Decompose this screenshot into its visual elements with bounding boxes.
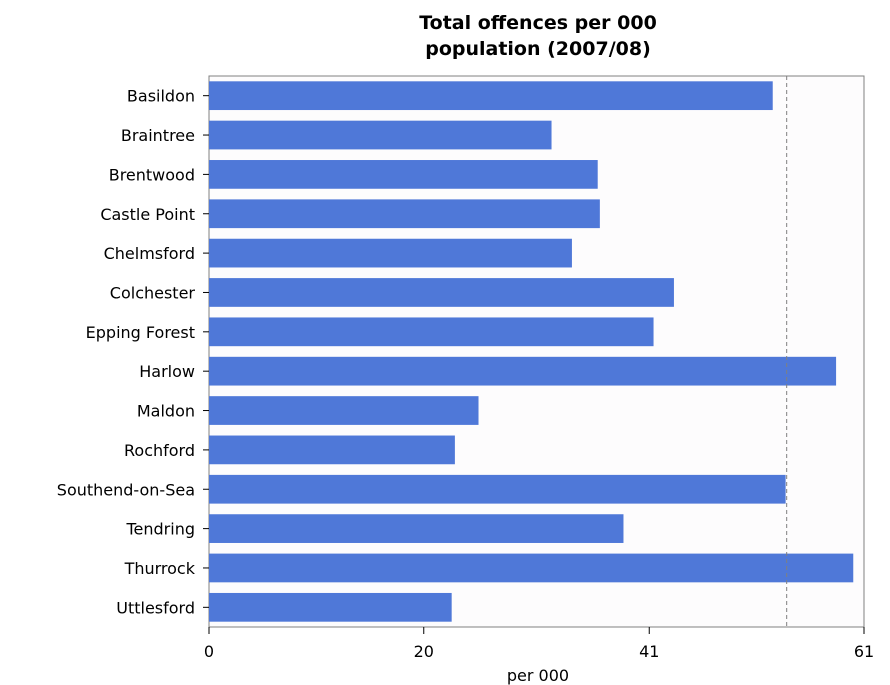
y-tick-label: Chelmsford — [104, 244, 195, 263]
bar-harlow — [209, 356, 837, 386]
y-tick-label: Harlow — [139, 362, 195, 381]
y-tick-label: Colchester — [110, 283, 196, 302]
y-tick-label: Braintree — [121, 126, 195, 145]
y-tick-label: Southend-on-Sea — [57, 480, 195, 499]
bar-uttlesford — [209, 592, 452, 622]
chart-title-line-2: population (2007/08) — [425, 38, 651, 60]
x-axis: 0 20 41 61 — [204, 627, 874, 661]
plot-area — [208, 75, 865, 628]
x-tick-label: 20 — [414, 642, 434, 661]
bar-basildon — [209, 81, 773, 111]
y-tick-label: Brentwood — [109, 165, 195, 184]
x-axis-label: per 000 — [507, 666, 569, 685]
bar-rochford — [209, 435, 455, 465]
bar-tendring — [209, 514, 624, 543]
y-tick-label: Thurrock — [124, 559, 196, 578]
x-tick-label: 0 — [204, 642, 214, 661]
bar-chelmsford — [209, 238, 572, 268]
bar-maldon — [209, 396, 479, 425]
y-axis: Basildon Braintree Brentwood Castle Point Ch… — [57, 87, 209, 617]
bar-brentwood — [209, 160, 598, 189]
y-tick-label: Tendring — [125, 520, 195, 539]
y-tick-label: Rochford — [124, 441, 195, 460]
bar-thurrock — [209, 553, 854, 583]
bar-braintree — [209, 120, 552, 150]
x-tick-label: 41 — [639, 642, 659, 661]
bar-colchester — [209, 278, 674, 307]
x-tick-label: 61 — [854, 642, 874, 661]
y-tick-label: Maldon — [137, 402, 195, 421]
bar-epping-forest — [209, 317, 654, 347]
y-tick-label: Epping Forest — [86, 323, 195, 342]
chart-title-line-1: Total offences per 000 — [419, 12, 657, 34]
bar-castle-point — [209, 199, 600, 229]
bars-group — [209, 81, 854, 622]
y-tick-label: Basildon — [127, 87, 195, 106]
y-tick-label: Castle Point — [100, 205, 195, 224]
y-tick-label: Uttlesford — [116, 598, 195, 617]
bar-southend-on-sea — [209, 474, 786, 504]
